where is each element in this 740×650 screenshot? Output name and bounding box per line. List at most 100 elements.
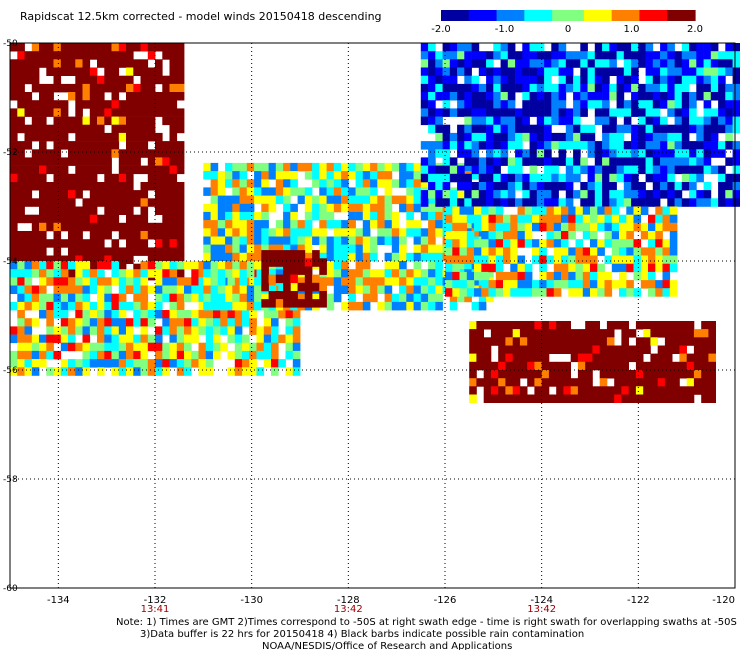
heatmap-cell (312, 250, 320, 259)
heatmap-cell (420, 141, 429, 150)
heatmap-cell (664, 370, 673, 379)
heatmap-cell (53, 51, 62, 60)
heatmap-cell (696, 157, 704, 166)
heatmap-cell (169, 157, 178, 166)
heatmap-cell (565, 75, 574, 85)
heatmap-cell (384, 211, 393, 221)
heatmap-cell (420, 285, 429, 294)
heatmap-cell (147, 116, 156, 126)
heatmap-cell (517, 214, 526, 224)
heatmap-cell (590, 288, 598, 297)
heatmap-cell (529, 83, 538, 93)
heatmap-cell (732, 173, 740, 183)
heatmap-cell (10, 141, 18, 150)
heatmap-cell (246, 293, 255, 303)
heatmap-cell (597, 239, 605, 248)
heatmap-cell (225, 179, 233, 188)
heatmap-cell (68, 157, 76, 166)
heatmap-cell (679, 345, 687, 354)
heatmap-cell (82, 182, 91, 191)
heatmap-cell (664, 361, 673, 371)
heatmap-cell (304, 162, 313, 172)
heatmap-cell (507, 51, 516, 60)
heatmap-cell (232, 211, 240, 221)
heatmap-cell (283, 220, 291, 229)
heatmap-cell (111, 342, 120, 352)
heatmap-cell (162, 214, 170, 224)
heatmap-cell (191, 334, 199, 344)
heatmap-cell (512, 378, 521, 387)
heatmap-cell (261, 236, 269, 245)
heatmap-cell (75, 269, 83, 278)
heatmap-cell (529, 182, 538, 191)
heatmap-cell (493, 157, 501, 166)
heatmap-cell (239, 236, 248, 245)
heatmap-cell (31, 182, 40, 191)
heatmap-cell (391, 244, 400, 254)
heatmap-cell (205, 310, 214, 319)
heatmap-cell (362, 220, 371, 229)
heatmap-cell (155, 43, 163, 52)
heatmap-cell (210, 211, 219, 221)
heatmap-cell (650, 370, 658, 379)
heatmap-cell (169, 231, 178, 240)
heatmap-cell (498, 353, 506, 363)
heatmap-cell (602, 124, 610, 134)
heatmap-cell (104, 165, 112, 175)
heatmap-cell (635, 337, 644, 346)
heatmap-cell (348, 171, 356, 180)
heatmap-cell (505, 394, 513, 403)
heatmap-cell (275, 220, 284, 229)
heatmap-cell (732, 141, 740, 150)
heatmap-cell (31, 214, 40, 224)
heatmap-cell (493, 173, 501, 183)
heatmap-cell (68, 51, 76, 60)
heatmap-cell (609, 198, 617, 207)
colorbar-swatch (484, 10, 490, 21)
heatmap-cell (242, 310, 250, 319)
heatmap-cell (565, 59, 574, 68)
heatmap-cell (140, 350, 149, 360)
heatmap-cell (495, 239, 504, 248)
heatmap-cell (118, 75, 127, 85)
heatmap-cell (638, 165, 646, 175)
heatmap-cell (147, 173, 156, 183)
heatmap-cell (505, 353, 513, 363)
heatmap-cell (563, 361, 571, 371)
heatmap-cell (362, 171, 371, 180)
heatmap-cell (507, 100, 516, 109)
heatmap-cell (573, 124, 581, 134)
heatmap-cell (17, 43, 25, 52)
heatmap-cell (522, 116, 530, 126)
heatmap-cell (696, 173, 704, 183)
heatmap-cell (17, 277, 25, 286)
heatmap-cell (609, 157, 617, 166)
heatmap-cell (162, 92, 170, 101)
heatmap-cell (556, 370, 564, 379)
heatmap-cell (24, 342, 33, 352)
heatmap-cell (82, 310, 91, 319)
heatmap-cell (732, 190, 740, 199)
heatmap-cell (75, 75, 83, 85)
heatmap-cell (162, 318, 170, 327)
heatmap-cell (474, 206, 482, 215)
colorbar-swatch (595, 10, 601, 21)
heatmap-cell (522, 67, 530, 76)
heatmap-cell (660, 100, 668, 109)
heatmap-cell (97, 165, 105, 175)
heatmap-cell (660, 75, 668, 85)
heatmap-cell (10, 301, 18, 311)
heatmap-cell (648, 280, 656, 289)
heatmap-cell (667, 182, 675, 191)
heatmap-cell (341, 228, 349, 237)
heatmap-cell (515, 173, 523, 183)
heatmap-cell (162, 75, 170, 85)
heatmap-cell (133, 100, 141, 109)
heatmap-cell (75, 149, 83, 158)
heatmap-cell (536, 198, 545, 207)
heatmap-cell (39, 293, 47, 303)
heatmap-cell (362, 244, 371, 254)
heatmap-cell (696, 83, 704, 93)
heatmap-cell (464, 173, 472, 183)
heatmap-cell (606, 394, 615, 403)
